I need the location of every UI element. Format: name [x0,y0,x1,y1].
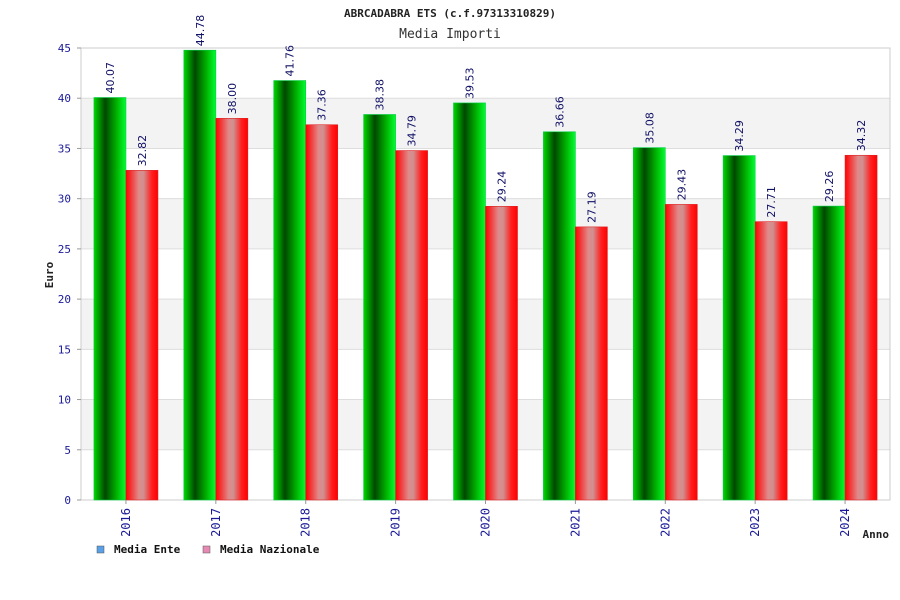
bar-value-label: 29.43 [675,169,688,201]
x-tick-label: 2017 [209,508,223,537]
bar-value-label: 27.71 [765,186,778,218]
y-tick-label: 15 [58,343,71,356]
x-tick-label: 2023 [748,508,762,537]
bar-value-label: 35.08 [643,112,656,144]
y-tick-label: 20 [58,293,71,306]
bar-value-label: 40.07 [104,62,117,94]
bar-value-label: 32.82 [136,135,149,167]
x-tick-label: 2019 [389,508,403,537]
bar-value-label: 36.66 [553,96,566,128]
x-tick-label: 2018 [299,508,313,537]
bar-value-label: 34.32 [855,120,868,152]
bar-media-ente [453,102,486,501]
value-labels: 40.07 32.82 44.78 38.00 41.76 37.36 38.38 34.79… [104,15,868,223]
x-axis-ticks: 2016 2017 2018 2019 2020 2021 2022 2023 2024 [119,500,852,537]
bar-media-ente [722,155,756,501]
bar-media-nazionale [754,221,788,501]
chart-title: ABRCADABRA ETS (c.f.97313310829) [344,7,556,20]
bar-value-label: 27.19 [585,191,598,223]
chart-subtitle: Media Importi [399,27,501,42]
bar-value-label: 34.29 [733,120,746,152]
x-tick-label: 2020 [479,508,493,537]
bar-media-nazionale [305,124,339,501]
bar-media-ente [632,147,666,501]
bar-media-nazionale [215,118,249,501]
bar-value-label: 39.53 [464,67,477,99]
legend: Media Ente Media Nazionale [96,543,320,556]
bar-media-nazionale [664,204,698,501]
bar-media-ente [273,80,307,501]
legend-swatch [96,545,105,554]
y-tick-label: 45 [58,42,71,55]
bar-value-label: 34.79 [406,115,419,147]
legend-label: Media Nazionale [220,543,320,556]
bar-media-ente [183,49,217,501]
bars [93,49,878,501]
bar-media-ente [812,205,846,501]
bar-media-nazionale [395,150,428,501]
bar-media-ente [543,131,576,501]
y-axis-ticks: 0 5 10 15 20 25 30 35 40 45 [58,42,81,507]
bar-value-label: 29.24 [496,171,509,203]
y-tick-label: 10 [58,394,71,407]
bar-media-ente [363,114,396,501]
y-tick-label: 30 [58,193,71,206]
x-axis-label: Anno [863,528,890,541]
y-tick-label: 25 [58,243,71,256]
x-tick-label: 2021 [568,508,582,537]
bar-media-nazionale [575,226,608,501]
y-tick-label: 5 [64,444,71,457]
legend-label: Media Ente [114,543,181,556]
bar-value-label: 44.78 [194,15,207,47]
bar-value-label: 29.26 [823,171,836,203]
bar-media-ente [93,97,127,501]
x-tick-label: 2022 [658,508,672,537]
y-tick-label: 35 [58,142,71,155]
bar-media-nazionale [844,154,878,501]
bar-value-label: 38.38 [374,79,387,111]
y-tick-label: 0 [64,494,71,507]
bar-value-label: 37.36 [316,89,329,121]
x-tick-label: 2016 [119,508,133,537]
bar-media-nazionale [485,206,518,501]
legend-swatch [202,545,211,554]
y-axis-label: Euro [43,261,56,288]
bar-value-label: 38.00 [226,83,239,114]
x-tick-label: 2024 [838,508,852,537]
bar-media-nazionale [125,170,159,501]
y-tick-label: 40 [58,92,71,105]
bar-value-label: 41.76 [284,45,297,77]
